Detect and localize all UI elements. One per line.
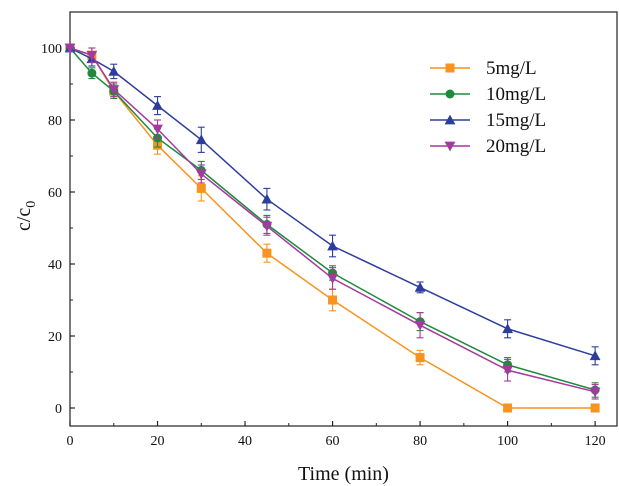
legend-label-10mgl: 10mg/L (486, 84, 546, 105)
data-point-20mgl (502, 365, 513, 376)
y-axis-title-subscript: 0 (24, 201, 39, 208)
data-point-20mgl (195, 169, 207, 180)
x-tick-label: 40 (238, 434, 252, 449)
data-point-15mgl (589, 350, 601, 361)
series-line-20mgl (69, 47, 596, 393)
x-tick-label: 120 (585, 434, 606, 449)
series-line-10mgl (69, 47, 596, 391)
x-tick-label: 100 (497, 434, 518, 449)
y-tick-label: 80 (48, 114, 62, 129)
series-line-15mgl (69, 47, 596, 357)
legend-label-15mgl: 15mg/L (486, 110, 546, 131)
data-point-15mgl (261, 193, 273, 204)
data-point-20mgl (327, 274, 338, 284)
x-tick-label: 60 (326, 434, 340, 449)
plot-area (64, 42, 601, 413)
data-point-20mgl (64, 43, 76, 54)
legend-marker-5mgl (445, 63, 455, 73)
x-tick-label: 80 (413, 434, 427, 449)
legend-label-20mgl: 20mg/L (486, 136, 546, 157)
y-tick-label: 20 (48, 330, 62, 345)
x-tick-label: 0 (67, 434, 74, 449)
data-point-5mgl (196, 183, 206, 193)
data-point-15mgl (152, 100, 163, 110)
y-tick-label: 0 (55, 402, 62, 417)
data-point-5mgl (262, 248, 272, 258)
y-axis-title-main: c/c (13, 208, 35, 231)
data-point-15mgl (327, 240, 338, 251)
data-point-15mgl (195, 134, 207, 145)
data-point-20mgl (152, 124, 163, 135)
plot-frame (69, 11, 618, 427)
data-point-5mgl (503, 403, 513, 413)
y-tick-label: 60 (48, 186, 62, 201)
data-point-15mgl (414, 282, 426, 292)
axes: 0 20 40 60 80 100 120 0 20 40 60 80 100 (41, 11, 618, 449)
data-point-5mgl (328, 295, 338, 305)
y-tick-label: 100 (41, 42, 62, 57)
legend-marker-15mgl (444, 114, 456, 125)
data-point-20mgl (86, 50, 98, 61)
data-point-20mgl (414, 320, 426, 331)
legend-label-5mgl: 5mg/L (486, 58, 537, 79)
data-point-5mgl (590, 403, 600, 413)
legend-marker-20mgl (444, 141, 456, 152)
x-tick-label: 20 (151, 434, 165, 449)
data-point-5mgl (415, 353, 425, 363)
legend: 5mg/L 10mg/L 15mg/L 20mg/L (430, 58, 546, 157)
x-axis-title: Time (min) (298, 463, 389, 485)
data-point-20mgl (261, 221, 273, 232)
data-point-10mgl (87, 68, 97, 78)
y-tick-label: 40 (48, 258, 62, 273)
y-axis-title: c/c0 (13, 201, 39, 231)
data-point-20mgl (108, 85, 120, 95)
data-point-15mgl (502, 323, 513, 334)
data-point-20mgl (589, 387, 601, 398)
data-point-15mgl (108, 66, 120, 76)
legend-marker-10mgl (445, 89, 455, 99)
